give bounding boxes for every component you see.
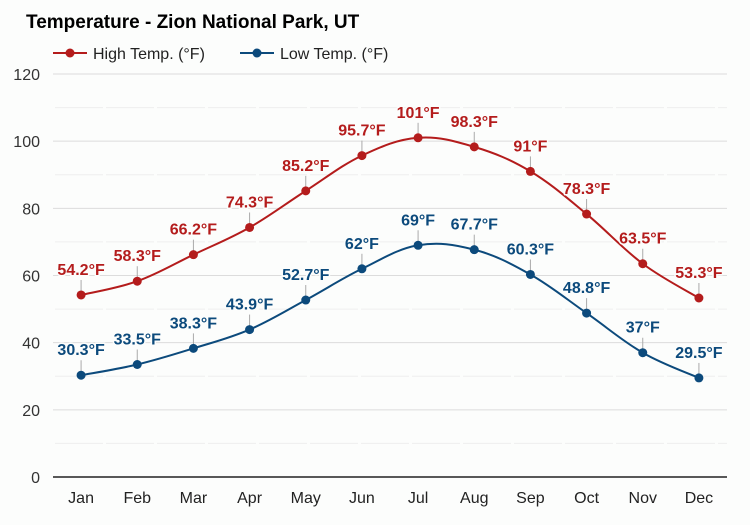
data-label: 29.5°F: [675, 345, 723, 362]
data-label: 101°F: [397, 105, 440, 122]
data-point[interactable]: [357, 151, 367, 161]
x-tick-label: Feb: [123, 490, 151, 507]
x-tick-label: Mar: [180, 490, 208, 507]
series-layer: 54.2°F 58.3°F 66.2°F 74.3°F 85.2°F 95.7°F 101°…: [56, 103, 724, 383]
data-point[interactable]: [301, 186, 311, 196]
series-high-temp: 54.2°F 58.3°F 66.2°F 74.3°F 85.2°F 95.7°F 101°…: [56, 103, 724, 303]
y-tick-label: 0: [31, 470, 40, 487]
data-point[interactable]: [413, 133, 423, 143]
data-label: 33.5°F: [114, 331, 162, 348]
data-label: 53.3°F: [675, 265, 723, 282]
x-tick-label: Jan: [68, 490, 94, 507]
legend: High Temp. (°F) Low Temp. (°F): [53, 46, 388, 63]
data-label: 63.5°F: [619, 231, 667, 248]
x-tick-label: May: [291, 490, 321, 507]
data-point[interactable]: [638, 259, 648, 269]
legend-high-marker: [65, 48, 75, 58]
data-label: 95.7°F: [338, 123, 386, 140]
y-tick-label: 60: [22, 269, 40, 286]
data-label: 74.3°F: [226, 194, 274, 211]
data-point[interactable]: [245, 325, 255, 335]
legend-item-low[interactable]: Low Temp. (°F): [240, 46, 388, 63]
data-label: 66.2°F: [170, 222, 218, 239]
data-point[interactable]: [638, 348, 648, 358]
data-label: 62°F: [345, 236, 379, 253]
data-point[interactable]: [188, 250, 198, 260]
data-point[interactable]: [76, 290, 86, 300]
data-point[interactable]: [469, 245, 479, 255]
data-point[interactable]: [76, 370, 86, 380]
data-label: 69°F: [401, 212, 435, 229]
legend-low-marker: [252, 48, 262, 58]
legend-high-label: High Temp. (°F): [93, 46, 205, 63]
data-label: 85.2°F: [282, 158, 330, 175]
data-label: 30.3°F: [57, 342, 105, 359]
data-label: 78.3°F: [563, 181, 611, 198]
series-line: [80, 136, 700, 299]
data-point[interactable]: [245, 222, 255, 232]
x-tick-label: Nov: [629, 490, 657, 507]
data-point[interactable]: [413, 240, 423, 250]
x-tick-label: Jul: [408, 490, 428, 507]
data-label: 38.3°F: [170, 315, 218, 332]
series-low-temp: 30.3°F 33.5°F 38.3°F 43.9°F 52.7°F 62°F 69°F 67…: [56, 211, 724, 383]
data-label: 91°F: [513, 138, 547, 155]
data-point[interactable]: [188, 343, 198, 353]
data-point[interactable]: [694, 373, 704, 383]
data-point[interactable]: [525, 166, 535, 176]
data-point[interactable]: [582, 308, 592, 318]
data-label: 52.7°F: [282, 267, 330, 284]
x-axis-ticks: Jan Feb Mar Apr May Jun Jul Aug Sep Oct Nov Dec: [68, 490, 713, 507]
gridlines: [53, 73, 727, 444]
y-axis-ticks: 0 20 40 60 80 100 120: [13, 67, 40, 487]
y-tick-label: 100: [13, 134, 40, 151]
data-point[interactable]: [132, 276, 142, 286]
data-label: 58.3°F: [114, 248, 162, 265]
x-tick-label: Apr: [237, 490, 263, 507]
data-label: 37°F: [626, 320, 660, 337]
data-label: 67.7°F: [451, 217, 499, 234]
data-label: 54.2°F: [57, 262, 105, 279]
x-tick-label: Oct: [574, 490, 599, 507]
x-tick-label: Jun: [349, 490, 375, 507]
data-label: 43.9°F: [226, 297, 274, 314]
data-point[interactable]: [132, 359, 142, 369]
data-point[interactable]: [582, 209, 592, 219]
data-point[interactable]: [301, 295, 311, 305]
data-point[interactable]: [469, 142, 479, 152]
y-tick-label: 40: [22, 336, 40, 353]
data-point[interactable]: [525, 269, 535, 279]
data-label: 98.3°F: [451, 114, 499, 131]
x-tick-label: Dec: [685, 490, 713, 507]
legend-low-label: Low Temp. (°F): [280, 46, 388, 63]
data-label: 60.3°F: [507, 241, 555, 258]
y-tick-label: 80: [22, 201, 40, 218]
legend-item-high[interactable]: High Temp. (°F): [53, 46, 205, 63]
data-point[interactable]: [357, 264, 367, 274]
data-point[interactable]: [694, 293, 704, 303]
data-label: 48.8°F: [563, 280, 611, 297]
chart-title: Temperature - Zion National Park, UT: [26, 12, 360, 33]
y-tick-label: 120: [13, 67, 40, 84]
x-tick-label: Aug: [460, 490, 488, 507]
y-tick-label: 20: [22, 403, 40, 420]
x-tick-label: Sep: [516, 490, 545, 507]
